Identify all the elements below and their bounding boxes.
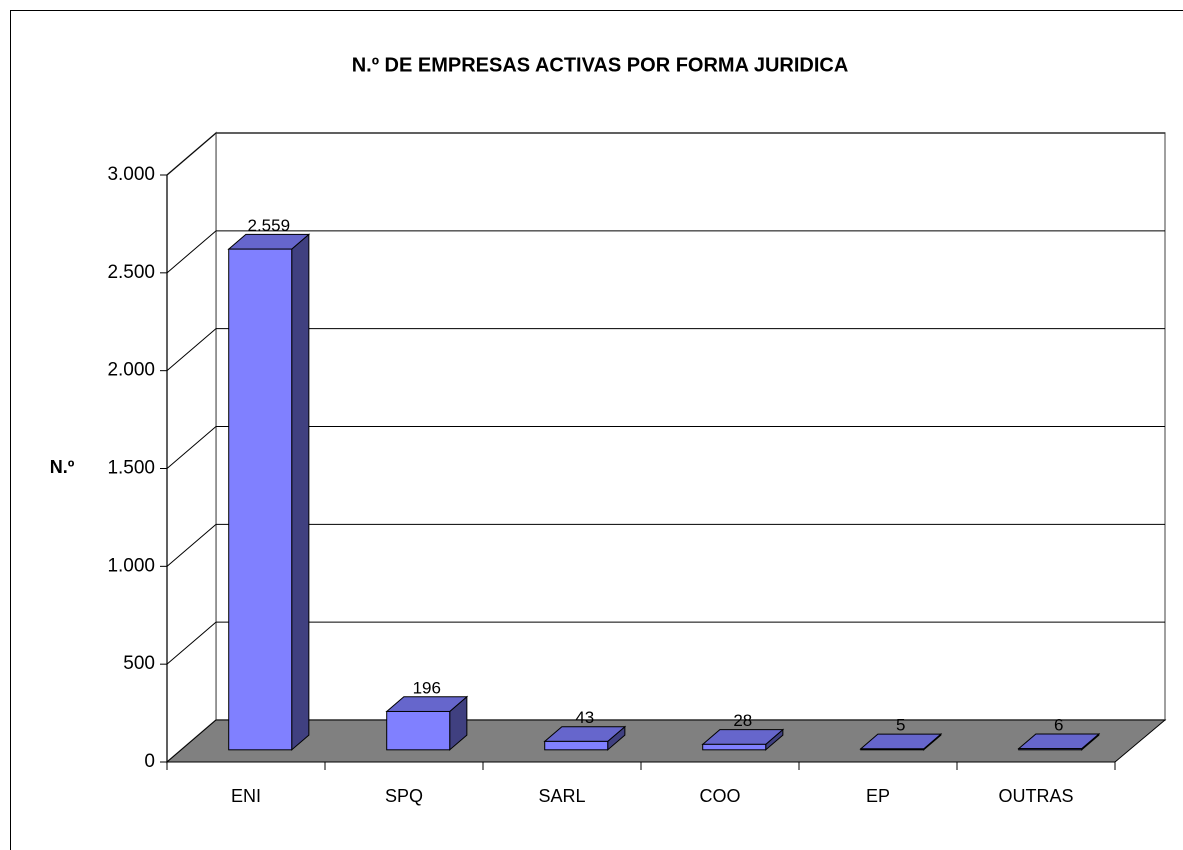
y-tick-label: 1.500 <box>107 458 155 479</box>
grid-line <box>166 621 217 665</box>
x-tick-label: ENI <box>231 786 261 806</box>
bar <box>544 740 609 751</box>
grid-line <box>166 426 217 469</box>
x-tick-label: COO <box>699 786 740 806</box>
value-label: 43 <box>575 708 594 727</box>
y-tick-label: 2.000 <box>107 360 155 381</box>
chart-title: N.º DE EMPRESAS ACTIVAS POR FORMA JURIDI… <box>352 54 849 76</box>
value-label: 5 <box>896 716 905 735</box>
y-tick-label: 2.500 <box>107 262 155 283</box>
x-tick-label: SPQ <box>385 786 423 806</box>
bar <box>860 748 925 751</box>
grid-line <box>166 132 217 176</box>
bar <box>228 248 293 751</box>
value-label: 2.559 <box>248 216 291 235</box>
bar-side <box>291 233 310 751</box>
x-tick-label: EP <box>866 786 890 806</box>
value-label: 28 <box>733 711 752 730</box>
grid-line <box>166 230 217 274</box>
y-tick-label: 3.000 <box>107 164 155 185</box>
value-label: 196 <box>413 678 441 697</box>
y-tick-label: 1.000 <box>107 555 155 576</box>
y-tick-label: 0 <box>144 751 155 772</box>
bar <box>386 710 451 751</box>
bar <box>702 743 767 751</box>
value-label: 6 <box>1054 715 1063 734</box>
floor <box>165 719 1167 763</box>
bar <box>1018 748 1083 751</box>
x-tick-label: OUTRAS <box>998 786 1073 806</box>
y-tick-label: 500 <box>123 653 155 674</box>
grid-line <box>166 328 217 372</box>
x-tick-label: SARL <box>538 786 585 806</box>
y-axis-label: N.º <box>50 457 75 477</box>
grid-line <box>166 523 217 567</box>
